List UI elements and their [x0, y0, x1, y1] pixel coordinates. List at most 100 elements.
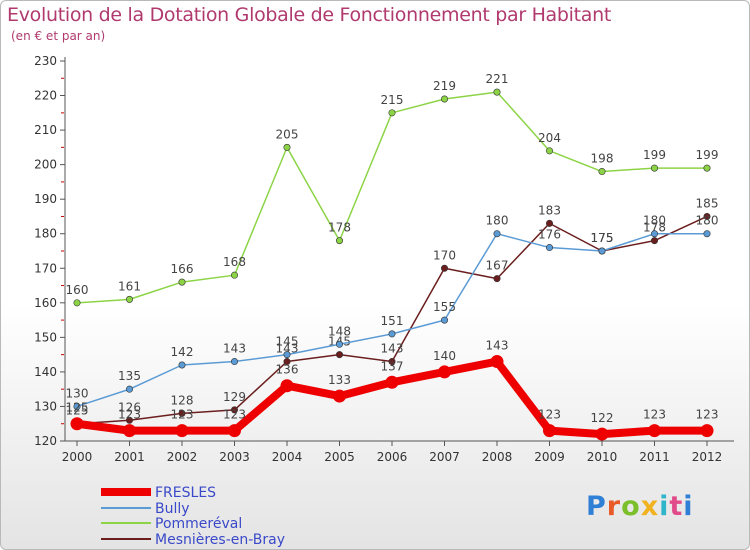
- x-tick-label: 2009: [534, 450, 565, 464]
- data-point: [178, 409, 186, 417]
- data-point: [440, 264, 448, 272]
- data-label: 219: [433, 79, 456, 93]
- data-point: [335, 340, 343, 348]
- data-point: [175, 424, 189, 438]
- data-point: [388, 109, 396, 117]
- data-point: [493, 88, 501, 96]
- data-label: 148: [328, 324, 351, 338]
- data-point: [70, 417, 84, 431]
- logo-letter: P: [586, 491, 607, 522]
- data-point: [231, 358, 239, 366]
- x-tick-label: 2007: [429, 450, 460, 464]
- data-point: [178, 361, 186, 369]
- y-tick-label: 140: [34, 365, 57, 379]
- x-tick-label: 2011: [639, 450, 670, 464]
- data-point: [283, 143, 291, 151]
- data-label: 128: [171, 393, 194, 407]
- data-point: [595, 427, 609, 441]
- x-tick-label: 2005: [324, 450, 355, 464]
- data-point: [490, 355, 504, 369]
- data-label: 135: [118, 369, 141, 383]
- data-label: 130: [66, 386, 89, 400]
- data-label: 143: [223, 342, 246, 356]
- x-tick-label: 2006: [377, 450, 408, 464]
- x-tick-label: 2002: [167, 450, 198, 464]
- data-point: [598, 168, 606, 176]
- logo-letter: x: [640, 491, 660, 522]
- data-point: [335, 237, 343, 245]
- data-point: [703, 212, 711, 220]
- x-tick-label: 2010: [587, 450, 618, 464]
- data-label: 123: [696, 408, 719, 422]
- y-tick-label: 160: [34, 296, 57, 310]
- x-tick-label: 2003: [219, 450, 250, 464]
- data-point: [545, 244, 553, 252]
- data-point: [703, 230, 711, 238]
- x-tick-label: 2004: [272, 450, 303, 464]
- data-point: [385, 375, 399, 389]
- data-label: 178: [328, 221, 351, 235]
- data-label: 161: [118, 279, 141, 293]
- data-label: 180: [643, 214, 666, 228]
- data-label: 125: [66, 404, 89, 418]
- data-label: 204: [538, 131, 561, 145]
- data-point: [650, 230, 658, 238]
- data-point: [545, 147, 553, 155]
- data-label: 205: [276, 127, 299, 141]
- data-label: 123: [118, 408, 141, 422]
- data-label: 215: [381, 93, 404, 107]
- data-point: [545, 219, 553, 227]
- y-tick-label: 190: [34, 192, 57, 206]
- data-point: [650, 164, 658, 172]
- y-tick-label: 200: [34, 158, 57, 172]
- data-label: 175: [591, 231, 614, 245]
- data-point: [335, 351, 343, 359]
- data-label: 129: [223, 390, 246, 404]
- data-label: 199: [696, 148, 719, 162]
- data-point: [231, 271, 239, 279]
- x-tick-label: 2012: [692, 450, 723, 464]
- data-label: 125: [66, 401, 89, 415]
- data-point: [648, 424, 661, 438]
- data-point: [388, 358, 396, 366]
- data-point: [440, 95, 448, 103]
- data-label: 143: [486, 339, 509, 353]
- data-label: 136: [276, 363, 299, 377]
- data-label: 145: [276, 335, 299, 349]
- data-label: 133: [328, 373, 351, 387]
- legend-label: Mesnières-en-Bray: [155, 532, 285, 548]
- data-label: 176: [538, 228, 561, 242]
- data-point: [178, 278, 186, 286]
- data-label: 198: [591, 152, 614, 166]
- x-tick-label: 2000: [62, 450, 93, 464]
- data-label: 142: [171, 345, 194, 359]
- data-label: 143: [276, 342, 299, 356]
- data-label: 160: [66, 283, 89, 297]
- y-tick-label: 170: [34, 261, 57, 275]
- x-tick-label: 2001: [114, 450, 145, 464]
- data-point: [283, 358, 291, 366]
- legend-label: Bully: [155, 501, 190, 517]
- x-tick-label: 2008: [482, 450, 513, 464]
- data-point: [440, 316, 448, 324]
- data-label: 126: [118, 400, 141, 414]
- data-point: [280, 379, 294, 393]
- data-point: [438, 365, 451, 379]
- y-tick-label: 120: [34, 434, 57, 448]
- data-label: 123: [538, 408, 561, 422]
- data-point: [703, 164, 711, 172]
- y-tick-label: 130: [34, 399, 57, 413]
- data-label: 123: [171, 408, 194, 422]
- data-label: 180: [486, 214, 509, 228]
- logo-letter: r: [606, 491, 622, 522]
- data-point: [650, 237, 658, 245]
- data-label: 170: [433, 248, 456, 262]
- data-point: [228, 424, 241, 438]
- data-point: [543, 424, 556, 438]
- data-label: 221: [486, 72, 509, 86]
- data-label: 166: [171, 262, 194, 276]
- data-point: [123, 424, 136, 438]
- data-point: [598, 247, 606, 255]
- data-label: 178: [643, 221, 666, 235]
- legend-label: FRESLES: [155, 485, 216, 501]
